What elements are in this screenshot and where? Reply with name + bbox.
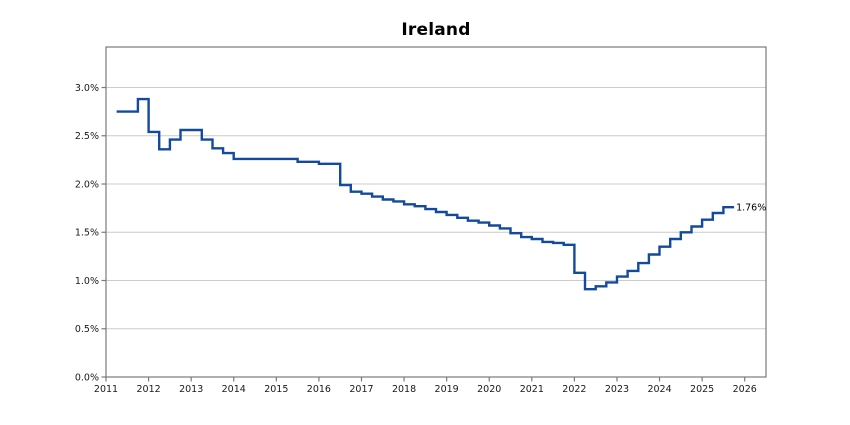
- y-tick-label: 2.5%: [75, 131, 99, 142]
- x-tick-label: 2011: [94, 384, 118, 395]
- x-tick-label: 2020: [477, 384, 501, 395]
- plot-border: [105, 46, 767, 378]
- x-tick-label: 2024: [647, 384, 671, 395]
- y-tick-label: 1.0%: [75, 276, 99, 287]
- x-tick-label: 2013: [179, 384, 203, 395]
- y-tick-label: 0.0%: [75, 372, 99, 383]
- data-line: [116, 97, 735, 291]
- x-tick-label: 2026: [733, 384, 757, 395]
- y-tick-label: 0.5%: [75, 324, 99, 335]
- x-tick-label: 2021: [520, 384, 544, 395]
- y-tick-label: 3.0%: [75, 83, 99, 94]
- x-tick-label: 2019: [435, 384, 459, 395]
- x-tick-label: 2016: [307, 384, 331, 395]
- x-tick-label: 2015: [264, 384, 288, 395]
- end-value-label: 1.76%: [736, 203, 766, 214]
- x-tick-label: 2023: [605, 384, 629, 395]
- y-tick-label: 2.0%: [75, 179, 99, 190]
- x-tick-label: 2025: [690, 384, 714, 395]
- x-tick-label: 2014: [222, 384, 246, 395]
- y-tick-label: 1.5%: [75, 228, 99, 239]
- x-tick-label: 2018: [392, 384, 416, 395]
- x-tick-label: 2012: [136, 384, 160, 395]
- x-tick-label: 2017: [349, 384, 373, 395]
- chart-title: Ireland: [401, 20, 471, 40]
- x-tick-label: 2022: [562, 384, 586, 395]
